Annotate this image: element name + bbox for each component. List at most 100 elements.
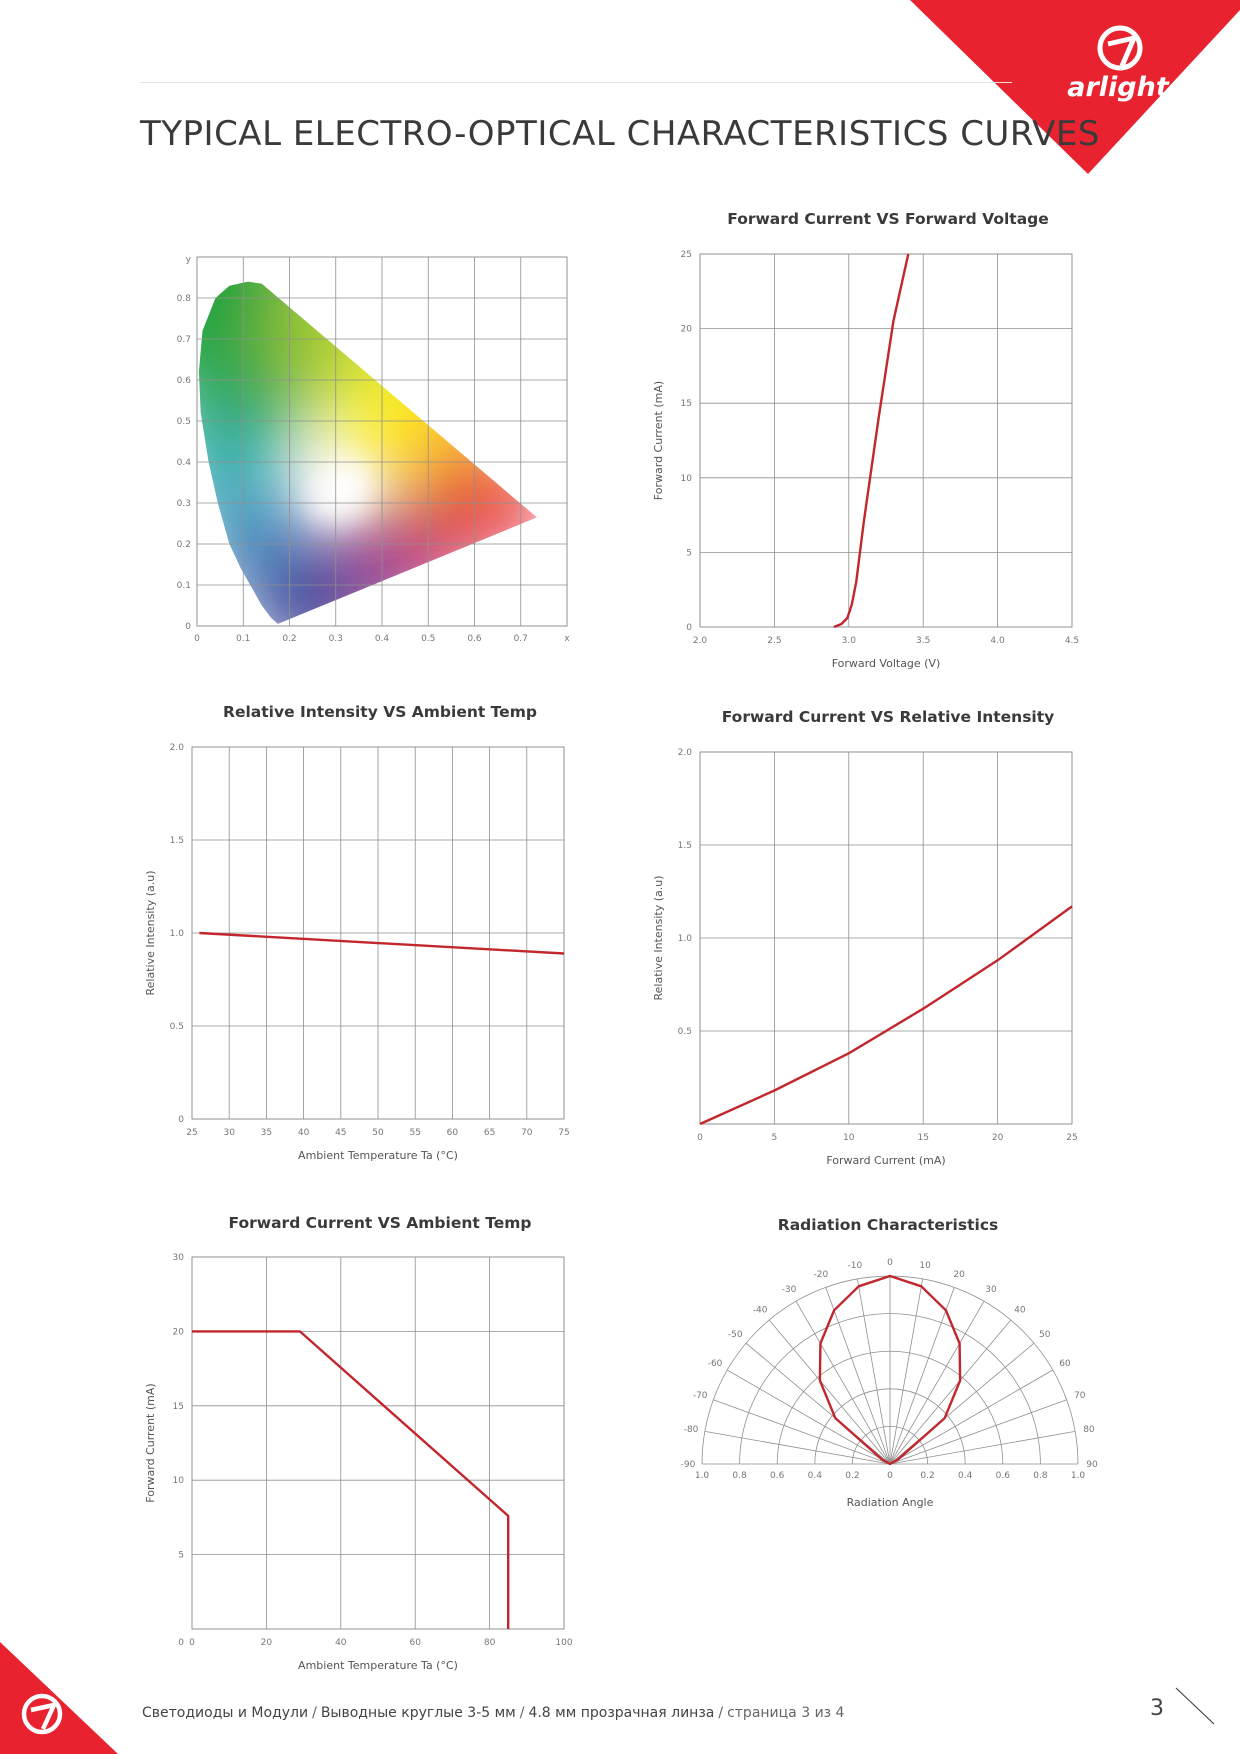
chart-title-current-intensity: Forward Current VS Relative Intensity	[721, 708, 1055, 726]
radius-tick-label: 0	[887, 1471, 893, 1481]
series-line	[199, 931, 565, 955]
y-tick-label: 1.0	[678, 934, 693, 944]
radius-tick-label: 1.0	[1071, 1471, 1086, 1481]
x-tick-label: 60	[409, 1638, 421, 1648]
radius-tick-label: 0.4	[958, 1471, 973, 1481]
y-axis-label: Relative Intensity (a.u)	[144, 870, 157, 995]
y-tick-label: 0.5	[678, 1027, 692, 1037]
y-tick-label: 0.3	[177, 499, 191, 509]
x-tick-label: 50	[372, 1128, 384, 1138]
angle-tick-label: -30	[782, 1285, 797, 1295]
polar-spoke	[713, 1399, 891, 1465]
series-line	[833, 253, 910, 629]
x-tick-label: 2.0	[693, 636, 708, 646]
radiation-pattern	[818, 1274, 962, 1466]
gridlines	[699, 253, 1073, 628]
y-tick-label: 1.5	[170, 836, 184, 846]
angle-tick-label: 20	[953, 1270, 965, 1280]
angle-tick-label: 40	[1014, 1305, 1026, 1315]
x-tick-label: 65	[484, 1128, 495, 1138]
footer-page-text: страница 3 из 4	[727, 1705, 845, 1721]
x-tick-label: 25	[1066, 1133, 1077, 1143]
x-axis-label: Radiation Angle	[847, 1496, 934, 1509]
angle-tick-label: 60	[1059, 1359, 1071, 1369]
plot-frame	[191, 746, 565, 1120]
brand-logo-icon	[21, 1693, 63, 1735]
chart-title-forward-voltage: Forward Current VS Forward Voltage	[727, 210, 1049, 228]
y-tick-label: 1.0	[170, 929, 185, 939]
x-tick-label: 30	[223, 1128, 235, 1138]
radius-tick-label: 0.6	[770, 1471, 785, 1481]
angle-tick-label: 30	[985, 1285, 997, 1295]
chart-cie-chromaticity: 0 0.1 0.2 0.3 0.4 0.5 0.6 0.7 x 0 0.1 0.2 0.3 0.4 0.5 0…	[177, 255, 571, 644]
x-tick-label: 75	[558, 1128, 569, 1138]
x-tick-label: 0.7	[514, 634, 528, 644]
y-tick-label: 20	[681, 325, 693, 335]
chart-intensity-vs-temp: 25 30 35 40 45 50 55 60 65 70 75 0 0.5 1.0 1.5 2.0 Ambie…	[144, 743, 570, 1162]
angle-tick-label: -50	[728, 1330, 743, 1340]
footer-separator: /	[519, 1705, 525, 1721]
angle-tick-label: -20	[814, 1270, 829, 1280]
chart-title-intensity-temp: Relative Intensity VS Ambient Temp	[223, 703, 537, 721]
chart-title-radiation: Radiation Characteristics	[777, 1216, 999, 1234]
y-tick-label: 15	[681, 399, 692, 409]
angle-tick-label: -80	[684, 1425, 699, 1435]
polar-spoke	[889, 1430, 1076, 1465]
x-tick-label: 40	[298, 1128, 310, 1138]
radius-tick-label: 0.2	[920, 1471, 934, 1481]
radius-tick-label: 0.8	[1033, 1471, 1048, 1481]
polar-spoke	[795, 1300, 891, 1465]
brand-logo-icon	[1097, 25, 1143, 71]
y-tick-label: 5	[178, 1551, 184, 1561]
x-tick-label: 4.5	[1065, 636, 1079, 646]
polar-spoke	[889, 1287, 955, 1465]
y-tick-label: 20	[173, 1327, 185, 1337]
chart-current-vs-intensity: 0 5 10 15 20 25 0.5 1.0 1.5 2.0 Forward Current (m…	[652, 748, 1078, 1167]
angle-tick-label: -10	[848, 1261, 863, 1271]
y-axis-label: Relative Intensity (a.u)	[652, 875, 665, 1000]
x-tick-label: 3.5	[916, 636, 930, 646]
y-axis-label: Forward Current (mA)	[652, 381, 665, 500]
plot-frame	[196, 256, 568, 627]
footer-item: Выводные круглые 3-5 мм	[320, 1705, 516, 1721]
series-line	[699, 905, 1073, 1126]
gridlines	[699, 751, 1073, 1125]
polar-spoke	[704, 1430, 891, 1465]
y-tick-label: 0.5	[170, 1022, 184, 1032]
plot-frame	[699, 751, 1073, 1125]
y-tick-label: 0.6	[177, 376, 192, 386]
brand-corner-bottom-left	[0, 1642, 118, 1754]
y-tick-label: 0	[185, 622, 191, 632]
y-tick-label: 0.2	[177, 540, 191, 550]
header-divider	[140, 82, 1012, 83]
x-tick-label: 0	[697, 1133, 703, 1143]
x-tick-label: 60	[447, 1128, 459, 1138]
x-tick-label: 20	[992, 1133, 1004, 1143]
x-tick-label: 100	[555, 1638, 572, 1648]
x-axis-label: Forward Current (mA)	[826, 1154, 945, 1167]
brand-logo-text: arlight	[1067, 72, 1170, 103]
angle-tick-label: 50	[1039, 1330, 1051, 1340]
footer-separator: /	[718, 1705, 724, 1721]
x-tick-label: 55	[409, 1128, 420, 1138]
angle-tick-label: 10	[919, 1261, 931, 1271]
polar-spoke	[889, 1399, 1067, 1465]
origin-tick-label: 0	[178, 1638, 184, 1648]
y-tick-label: 0.5	[177, 417, 191, 427]
angle-tick-label: 0	[887, 1258, 893, 1268]
footer-item: Светодиоды и Модули	[142, 1705, 309, 1721]
x-axis-label: Ambient Temperature Ta (°C)	[298, 1149, 458, 1162]
x-tick-label: 0	[194, 634, 200, 644]
x-tick-label: 0	[189, 1638, 195, 1648]
x-tick-label: 45	[335, 1128, 346, 1138]
brand-corner-top-right: arlight	[910, 0, 1240, 174]
radius-tick-label: 0.8	[732, 1471, 747, 1481]
polar-spoke	[768, 1319, 891, 1465]
polar-spoke	[726, 1369, 891, 1465]
x-tick-label: 5	[772, 1133, 778, 1143]
radius-tick-label: 0.6	[996, 1471, 1011, 1481]
polar-spoke	[889, 1300, 985, 1465]
y-tick-label: 0.8	[177, 294, 192, 304]
angle-tick-label: -60	[708, 1359, 723, 1369]
y-tick-label: 10	[681, 474, 693, 484]
